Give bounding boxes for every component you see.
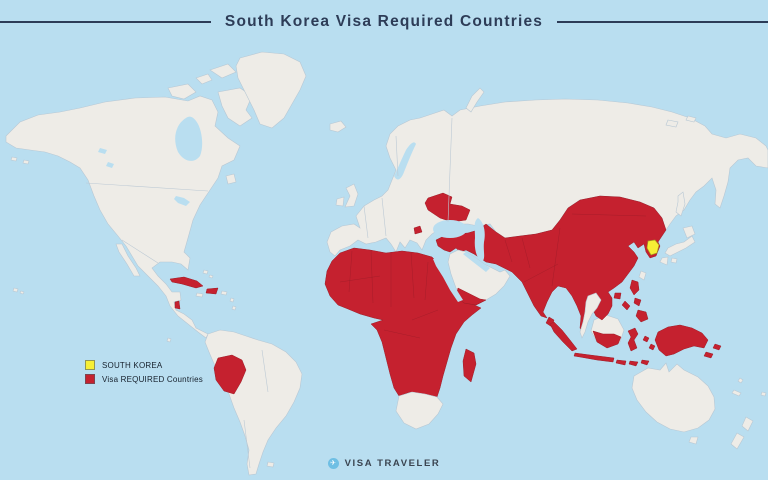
region-default-overlays [395,249,602,430]
hudson-bay [175,116,203,161]
region-madagascar [462,348,477,383]
region-south-america [204,329,303,476]
map-legend: SOUTH KOREA Visa REQUIRED Countries [85,360,203,388]
title-rule-right [557,21,768,23]
region-sumatra [549,321,578,352]
region-pacific-islands [731,377,767,397]
region-belize [174,300,181,310]
region-victoria-island [167,83,197,100]
region-iceland [329,120,347,133]
region-south-africa [395,391,444,430]
region-hispaniola [205,287,219,295]
red-sea [433,258,463,302]
black-sea [433,220,467,238]
region-melanesia [703,343,722,359]
inland-water [98,116,490,302]
globe-airplane-icon: ✈ [327,458,339,469]
region-tasmania [688,436,699,445]
region-caribbean-islands [195,269,237,311]
region-greenland [235,51,307,129]
region-sakhalin [675,191,686,217]
persian-gulf [463,252,490,272]
legend-item-visa-required: Visa REQUIRED Countries [85,374,203,384]
region-bolivia [213,354,247,395]
brand-footer: ✈ VISA TRAVELER [0,458,768,469]
region-sulawesi [627,327,639,352]
page-title: South Korea Visa Required Countries [224,13,544,30]
legend-swatch-visa-required [85,374,95,384]
region-novaya-zemlya [465,87,485,113]
region-hawaii [12,287,25,295]
region-thailand-malaysia [579,292,602,339]
region-balkans [413,225,423,235]
region-ukraine-belarus [424,192,471,223]
baltic-sea [394,142,416,180]
region-falkland-galapagos [166,337,275,468]
region-eurasia [326,98,768,257]
title-bar: South Korea Visa Required Countries [0,13,768,31]
region-hainan [613,292,622,300]
region-japan [659,225,696,266]
region-cuba [169,276,204,289]
region-aleutians [10,156,30,165]
region-south-korea [646,239,660,256]
region-asia-blob [435,195,667,335]
title-rule-left [0,21,211,23]
region-united-kingdom [344,183,359,208]
region-new-zealand [730,416,754,450]
brand-name: VISA TRAVELER [344,458,441,469]
legend-label-south-korea: SOUTH KOREA [102,360,163,370]
region-ireland [335,196,345,207]
region-kalimantan [592,330,622,349]
region-australia [631,362,716,433]
legend-swatch-south-korea [85,360,95,370]
region-new-guinea [654,324,709,357]
region-java [573,352,615,363]
region-taiwan [638,270,647,281]
region-siberian-islands [665,115,697,128]
caspian-sea [474,218,485,262]
legend-item-south-korea: SOUTH KOREA [85,360,203,370]
region-north-america [5,95,241,339]
region-baja-california [115,243,141,277]
great-lakes [98,148,190,206]
country-borders [85,117,647,469]
region-philippines [621,279,649,323]
region-lesser-sundas [615,335,656,367]
legend-label-visa-required: Visa REQUIRED Countries [102,374,203,384]
